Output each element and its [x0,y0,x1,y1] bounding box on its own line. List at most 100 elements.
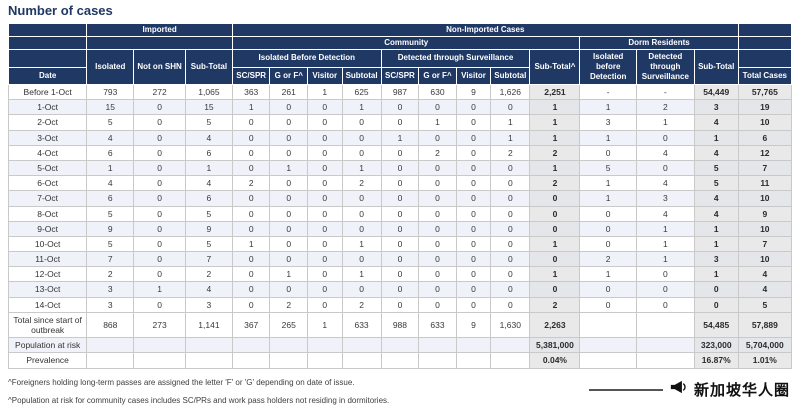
header-blank-cell [737,49,793,68]
cell: 1 [635,220,695,237]
cell: 5 [184,205,233,222]
cell: 3 [86,296,135,313]
cell: 0 [490,175,531,192]
cell: 0 [380,175,420,192]
cell: 0 [380,114,420,131]
cell: 1 [579,190,637,207]
cell: 5 [579,159,637,177]
cell: 0 [490,190,531,207]
cell: 0 [307,251,343,268]
cell: 1 [693,235,739,253]
cell: 0 [529,190,581,207]
cell: 7 [86,251,135,268]
cell: 2 [579,251,637,268]
cell: 0 [418,235,457,253]
cell: 16.87% [693,352,739,369]
cell: 0 [418,220,457,237]
cell: 0 [579,144,637,161]
row-label: 7-Oct [7,190,88,207]
cell: 1 [307,311,343,339]
cell: 0 [133,114,186,131]
cell: 0 [307,144,343,161]
cell: 3 [693,99,739,116]
cell: 7 [184,251,233,268]
cell: 0 [455,99,492,116]
header-row-3: Isolated Not on SHN Sub-Total Isolated B… [7,49,793,85]
header-visitor-isolated: Visitor [307,66,343,85]
cell [579,311,637,339]
cell [490,352,531,369]
cell: 0 [490,281,531,298]
cell: 5 [86,205,135,222]
cell: 0 [231,220,271,237]
cell: 0 [490,99,531,116]
cell: 5 [184,235,233,253]
cell: 0 [529,220,581,237]
cell: 4 [86,175,135,192]
table-row: 9-Oct 9 0 9 0 0 0 0 0 0 0 0 0 0 1 1 10 [7,220,793,237]
cell: 0 [231,129,271,146]
cell: 0 [490,220,531,237]
cell: 0 [307,281,343,298]
row-label: Total since start of outbreak [7,311,88,339]
cell [418,352,457,369]
cell: 0 [579,281,637,298]
row-label: 3-Oct [7,129,88,146]
cell: 1 [635,251,695,268]
cell: 0 [579,220,637,237]
cell [184,337,233,354]
cell: 987 [380,83,420,101]
cell: 0 [380,144,420,161]
cell: 1 [579,129,637,146]
cell: 0 [635,159,695,177]
cell: 6 [184,144,233,161]
cell: 1 [490,129,531,146]
cell: 3 [693,251,739,268]
cell: 0 [307,159,343,177]
cell: 4 [737,266,793,283]
cell: 0 [418,266,457,283]
cell: 9 [737,205,793,222]
cell: 1,141 [184,311,233,339]
cell: 0 [307,190,343,207]
cell: 2 [529,296,581,313]
cell: 0 [269,251,309,268]
table-body: Before 1-Oct 793 272 1,065 363 261 1 625 987 630 9… [7,83,793,369]
cell: 0 [455,220,492,237]
cell: 6 [184,190,233,207]
cell: 12 [737,144,793,161]
cell: 0 [341,129,382,146]
cell: 0 [490,296,531,313]
row-label: Prevalence [7,352,88,369]
header-imported: Imported [86,23,233,37]
cell: 5 [184,114,233,131]
cell: 0 [307,296,343,313]
header-dorm-detected-through-surveillance: Detected through Surveillance [635,49,695,85]
cell: 0 [490,251,531,268]
cell: 0 [231,159,271,177]
cell: 0 [307,220,343,237]
header-blank-cell [7,36,88,50]
cell: 1 [341,266,382,283]
header-date: Date [7,66,88,85]
row-label: 8-Oct [7,205,88,222]
cell: 625 [341,83,382,101]
cell: 2 [184,266,233,283]
cell: 0 [231,190,271,207]
cell: 10 [737,190,793,207]
cell: 0 [418,296,457,313]
cell: 0 [529,205,581,222]
cell: 273 [133,311,186,339]
cell: 0.04% [529,352,581,369]
cell: 0 [635,281,695,298]
cell: 0 [490,159,531,177]
cell [341,337,382,354]
cell: 5 [693,175,739,192]
header-g-or-f-detected: G or F^ [418,66,457,85]
cell: 0 [579,296,637,313]
cell: 4 [693,144,739,161]
cell [86,352,135,369]
cell: 1 [693,129,739,146]
cell: 0 [341,190,382,207]
